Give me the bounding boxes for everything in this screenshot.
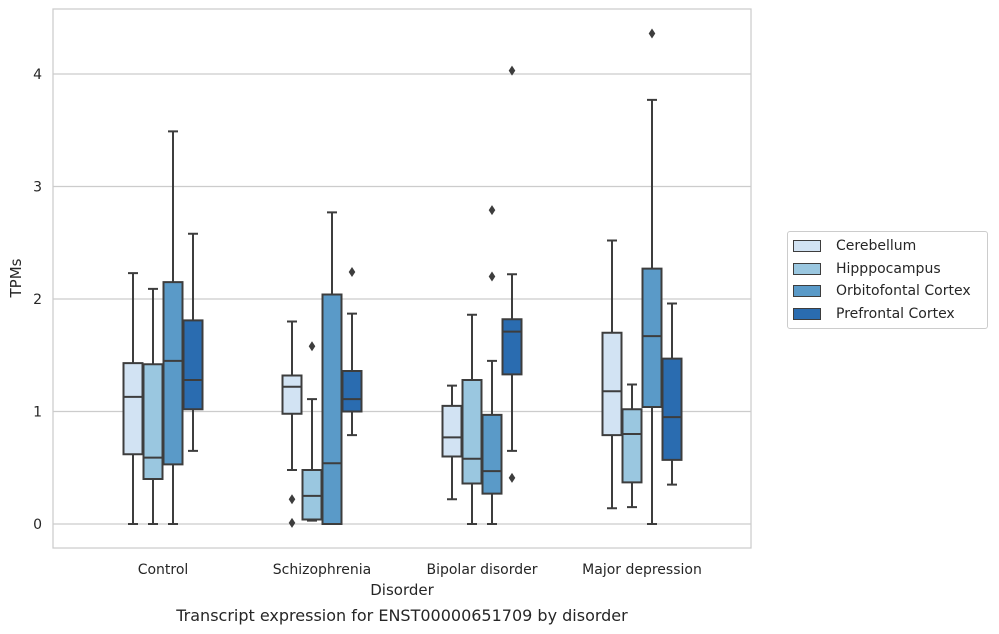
box-orbitofontal-cortex-schizophrenia	[321, 211, 343, 525]
legend-item: Hipppocampus	[788, 258, 987, 281]
plot-area-frame	[52, 8, 752, 549]
box-prefrontal-cortex-control	[182, 232, 204, 452]
outlier-point	[348, 267, 356, 277]
iqr-box	[641, 267, 663, 408]
y-tick-label: 0	[33, 517, 42, 533]
legend-label: Hipppocampus	[836, 260, 941, 277]
box-hipppocampus-control	[142, 287, 164, 525]
iqr-box	[122, 362, 144, 456]
box-orbitofontal-cortex-control	[162, 130, 184, 525]
box-prefrontal-cortex-major-depression	[661, 302, 683, 486]
outlier-point	[488, 205, 496, 216]
legend-label: Orbitofontal Cortex	[836, 283, 971, 300]
iqr-box	[441, 404, 463, 458]
box-hipppocampus-major-depression	[621, 383, 643, 509]
iqr-box	[142, 363, 164, 480]
legend-swatch	[793, 285, 821, 298]
legend-swatch	[793, 240, 821, 253]
iqr-box	[481, 413, 503, 495]
x-tick-labels: Control Schizophrenia Bipolar disorder Majo…	[138, 562, 702, 578]
y-axis-label: TPMs	[7, 258, 25, 298]
iqr-box	[182, 319, 204, 411]
iqr-box	[341, 370, 363, 413]
box-hipppocampus-bipolar-disorder	[461, 313, 483, 525]
legend-item: Cerebellum	[788, 235, 987, 258]
box-cerebellum-schizophrenia	[281, 320, 303, 528]
iqr-box	[162, 281, 184, 466]
y-tick-label: 3	[33, 180, 42, 196]
legend-swatch	[793, 308, 821, 321]
iqr-box	[601, 331, 623, 437]
outlier-point	[288, 517, 296, 528]
outlier-point	[308, 341, 316, 352]
legend-item: Orbitofontal Cortex	[788, 280, 987, 303]
box-prefrontal-cortex-bipolar-disorder	[501, 65, 523, 483]
iqr-box	[321, 293, 343, 525]
y-tick-label: 4	[33, 67, 42, 83]
outlier-point	[508, 472, 516, 483]
iqr-box	[461, 379, 483, 485]
box-orbitofontal-cortex-bipolar-disorder	[481, 205, 503, 525]
y-tick-labels: 0 1 2 3 4	[33, 67, 42, 533]
y-tick-label: 2	[33, 292, 42, 308]
outlier-point	[488, 271, 496, 282]
outlier-point	[508, 65, 516, 76]
legend: Cerebellum Hipppocampus Orbitofontal Corte…	[787, 231, 988, 330]
box-hipppocampus-schizophrenia	[301, 341, 323, 522]
iqr-box	[501, 318, 523, 376]
y-tick-label: 1	[33, 405, 42, 421]
box-cerebellum-control	[122, 272, 144, 525]
box-cerebellum-bipolar-disorder	[441, 384, 463, 501]
x-tick-label: Bipolar disorder	[426, 562, 537, 578]
legend-label: Cerebellum	[836, 238, 917, 255]
boxes	[122, 28, 683, 528]
x-tick-label: Schizophrenia	[273, 562, 371, 578]
box-cerebellum-major-depression	[601, 239, 623, 510]
x-axis-label: Disorder	[370, 581, 434, 599]
legend-label: Prefrontal Cortex	[836, 306, 955, 323]
iqr-box	[661, 357, 683, 461]
figure-caption: Transcript expression for ENST0000065170…	[176, 606, 628, 625]
iqr-box	[621, 408, 643, 484]
box-prefrontal-cortex-schizophrenia	[341, 267, 363, 437]
iqr-box	[301, 469, 323, 521]
legend-item: Prefrontal Cortex	[788, 303, 987, 326]
x-tick-label: Control	[138, 562, 189, 578]
box-orbitofontal-cortex-major-depression	[641, 28, 663, 525]
legend-swatch	[793, 262, 821, 275]
x-tick-label: Major depression	[582, 562, 702, 578]
iqr-box	[281, 374, 303, 415]
outlier-point	[288, 494, 296, 505]
outlier-point	[648, 28, 656, 39]
